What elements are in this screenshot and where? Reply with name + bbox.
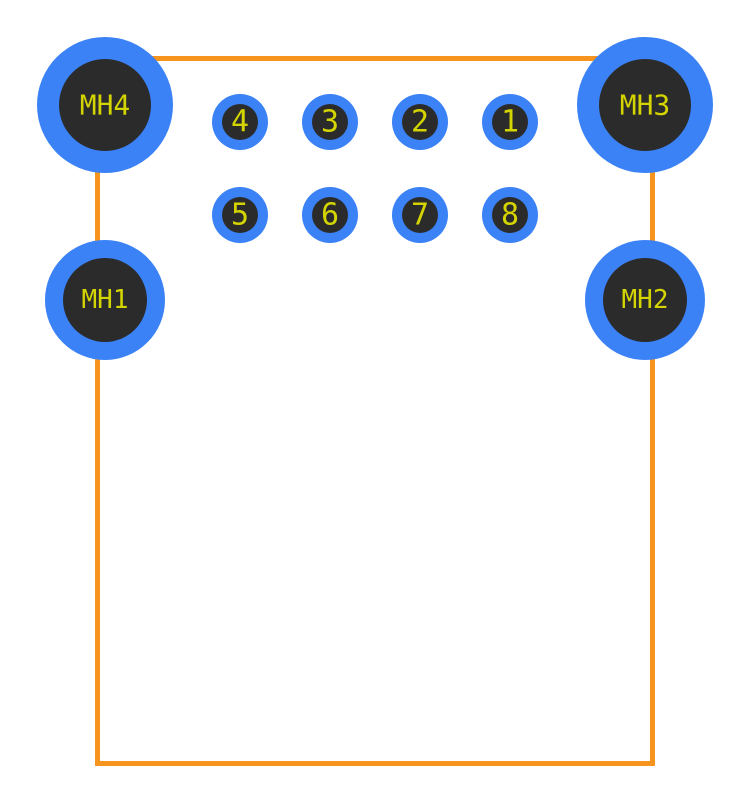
pin-5-label: 5 (231, 198, 249, 233)
mount-hole-mh2-label: MH2 (622, 285, 669, 315)
mount-hole-mh3-label: MH3 (620, 89, 671, 122)
pin-7-label: 7 (411, 198, 429, 233)
pcb-footprint-canvas: MH4 MH3 MH1 MH2 4 3 2 1 5 6 7 8 (0, 0, 751, 798)
mount-hole-mh4-label: MH4 (80, 89, 131, 122)
pin-3-label: 3 (321, 105, 339, 140)
pin-6-label: 6 (321, 198, 339, 233)
pin-1-label: 1 (501, 105, 519, 140)
pin-8-label: 8 (501, 198, 519, 233)
pin-2-label: 2 (411, 105, 429, 140)
component-outline (95, 56, 655, 766)
mount-hole-mh1-label: MH1 (82, 285, 129, 315)
pin-4-label: 4 (231, 105, 249, 140)
